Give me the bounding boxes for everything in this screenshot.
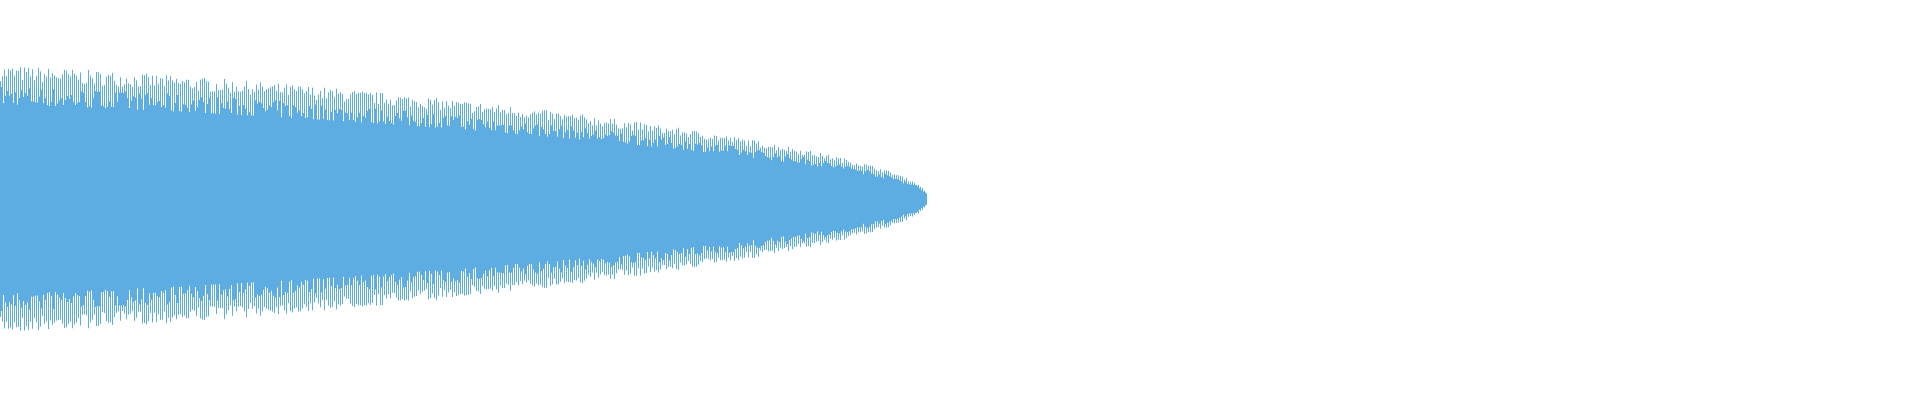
waveform-body: [0, 104, 927, 294]
